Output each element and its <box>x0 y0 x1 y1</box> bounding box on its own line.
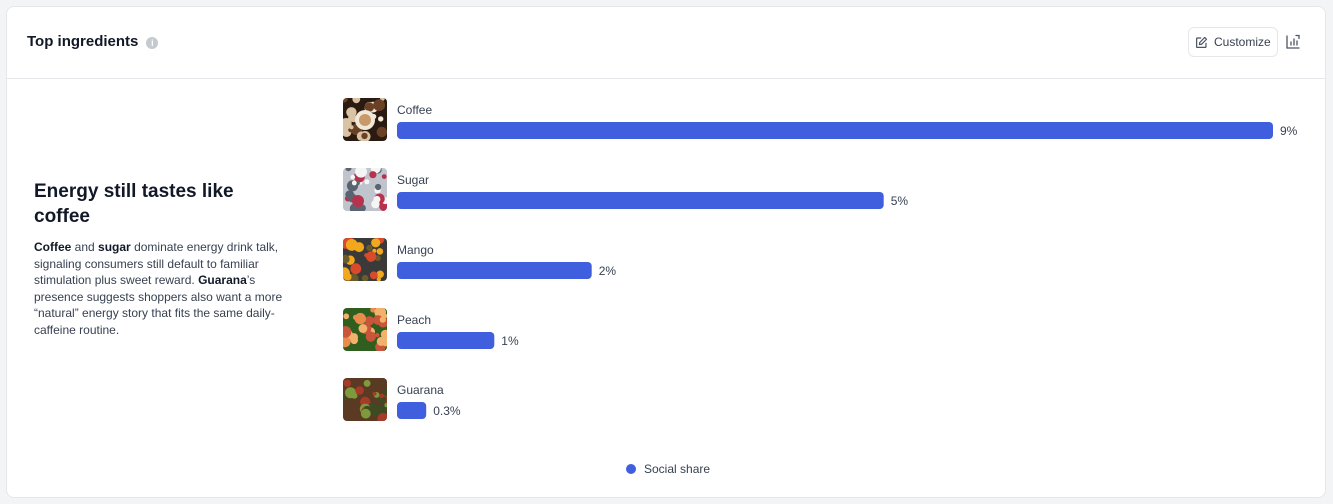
legend-swatch <box>626 464 636 474</box>
category-label: Guarana <box>397 383 444 397</box>
info-icon[interactable]: i <box>146 36 159 49</box>
insight-text-segment: Guarana <box>198 273 247 287</box>
value-label: 0.3% <box>433 404 461 418</box>
category-label: Coffee <box>397 103 432 117</box>
legend-label: Social share <box>644 462 711 476</box>
category-label: Mango <box>397 243 434 257</box>
insight-body: Coffee and sugar dominate energy drink t… <box>34 239 294 338</box>
bar-row-coffee[interactable]: Coffee 9% <box>340 95 1298 142</box>
card-title-text: Top ingredients <box>27 33 139 50</box>
value-label: 9% <box>1280 124 1298 138</box>
category-label: Peach <box>397 313 431 327</box>
value-label: 5% <box>891 194 909 208</box>
category-label: Sugar <box>397 173 429 187</box>
chart-legend[interactable]: Social share <box>626 462 710 476</box>
peach-thumbnail <box>343 308 387 351</box>
customize-button[interactable]: Customize <box>1188 27 1278 57</box>
insight-text-segment: ’s presence suggests shoppers also want … <box>34 273 283 337</box>
bar-mango[interactable] <box>397 262 592 279</box>
chart-export-icon[interactable] <box>1285 34 1301 50</box>
edit-icon <box>1196 36 1208 48</box>
bar-row-mango[interactable]: Mango 2% <box>339 235 617 284</box>
card-header: Top ingredients i Customize <box>7 7 1325 79</box>
card-title: Top ingredients i <box>27 33 159 50</box>
sugar-thumbnail <box>343 168 387 211</box>
bar-peach[interactable] <box>397 332 495 349</box>
insight-panel: Energy still tastes like coffee Coffee a… <box>34 179 294 338</box>
customize-label: Customize <box>1214 35 1271 49</box>
insight-text-segment: and <box>71 240 99 254</box>
bar-guarana[interactable] <box>397 402 427 419</box>
value-label: 1% <box>501 334 519 348</box>
top-ingredients-card: Top ingredients i Customize Energy still… <box>6 6 1326 498</box>
coffee-thumbnail <box>343 98 387 141</box>
ingredient-bar-chart: Coffee 9% Sugar 5% Mango 2% Peach 1% Guarana 0.3% <box>339 95 1298 425</box>
insight-text-segment: Coffee <box>34 240 72 254</box>
mango-thumbnail <box>343 238 387 281</box>
value-label: 2% <box>599 264 617 278</box>
insight-title: Energy still tastes like coffee <box>34 181 234 227</box>
bar-row-guarana[interactable]: Guarana 0.3% <box>342 378 461 425</box>
guarana-thumbnail <box>343 378 387 421</box>
bar-sugar[interactable] <box>397 192 884 209</box>
bar-row-peach[interactable]: Peach 1% <box>339 306 519 352</box>
bar-row-sugar[interactable]: Sugar 5% <box>343 163 908 214</box>
insight-text-segment: dominate energy drink talk, signaling co… <box>34 240 279 287</box>
insight-text-segment: sugar <box>98 240 131 254</box>
bar-coffee[interactable] <box>397 122 1273 139</box>
